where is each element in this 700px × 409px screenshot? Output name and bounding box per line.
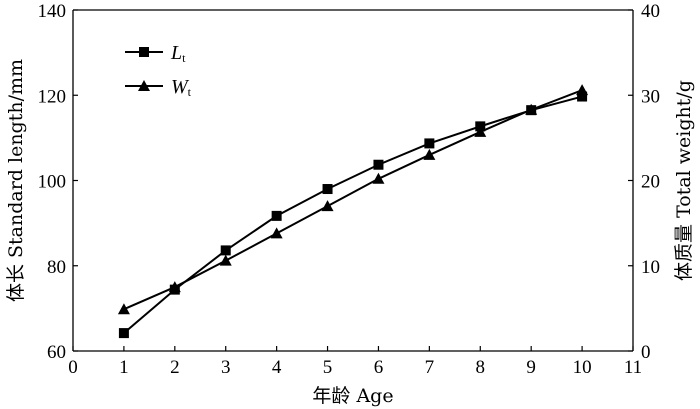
x-tick-label: 5 [323, 357, 333, 378]
y-left-tick-label: 100 [38, 172, 67, 193]
series-line [123, 95, 583, 334]
legend-label: Lt [170, 42, 186, 65]
x-axis-title: 年龄 Age [312, 385, 393, 407]
data-point [474, 125, 487, 137]
series-triangle [117, 84, 589, 315]
y-right-tick-label: 40 [641, 1, 660, 22]
data-point [220, 245, 231, 256]
y-right-tick-label: 10 [641, 257, 660, 278]
data-point [117, 303, 130, 315]
data-point [270, 227, 283, 239]
x-tick-label: 10 [573, 357, 592, 378]
tick-labels: 0 1 2 3 4 5 6 7 8 9 10 11 60 80 100 120 140 0 10 20 30 40 [38, 1, 661, 378]
legend-marker [139, 47, 149, 57]
y-axis-right-title: 体质量 Total weight/g [673, 80, 695, 281]
y-right-tick-label: 0 [641, 342, 651, 363]
y-left-tick-label: 60 [47, 342, 66, 363]
data-point [322, 184, 333, 195]
series-square [118, 91, 588, 339]
x-tick-label: 4 [272, 357, 282, 378]
x-tick-label: 7 [425, 357, 435, 378]
x-tick-label: 3 [221, 357, 231, 378]
series-layer [117, 84, 589, 339]
data-point [321, 200, 334, 212]
data-point [271, 210, 282, 221]
legend-label: Wt [171, 76, 192, 99]
legend: Lt Wt [125, 42, 192, 99]
data-point [576, 84, 589, 96]
y-left-tick-label: 140 [38, 1, 67, 22]
data-point [372, 172, 385, 184]
series-line [123, 89, 583, 311]
x-tick-label: 11 [624, 357, 642, 378]
legend-label-subscript: t [182, 51, 186, 65]
y-left-tick-label: 120 [38, 86, 67, 107]
ticks [72, 9, 634, 352]
x-tick-label: 6 [374, 357, 384, 378]
x-tick-label: 1 [119, 357, 129, 378]
legend-label-subscript: t [188, 85, 192, 99]
legend-marker [138, 80, 150, 91]
y-left-tick-label: 80 [47, 257, 66, 278]
y-right-tick-label: 30 [641, 86, 660, 107]
data-point [423, 148, 436, 160]
data-point [373, 159, 384, 170]
x-tick-label: 8 [476, 357, 486, 378]
y-right-tick-label: 20 [641, 172, 660, 193]
data-point [577, 91, 588, 102]
data-point [168, 281, 181, 293]
data-point [424, 138, 435, 149]
data-point [219, 254, 232, 266]
axes [72, 9, 634, 352]
y-axis-left-title: 体长 Standard length/mm [5, 59, 27, 302]
x-tick-label: 0 [68, 357, 78, 378]
data-point [118, 328, 129, 339]
x-tick-label: 9 [526, 357, 536, 378]
x-tick-label: 2 [170, 357, 180, 378]
data-point [525, 103, 538, 115]
